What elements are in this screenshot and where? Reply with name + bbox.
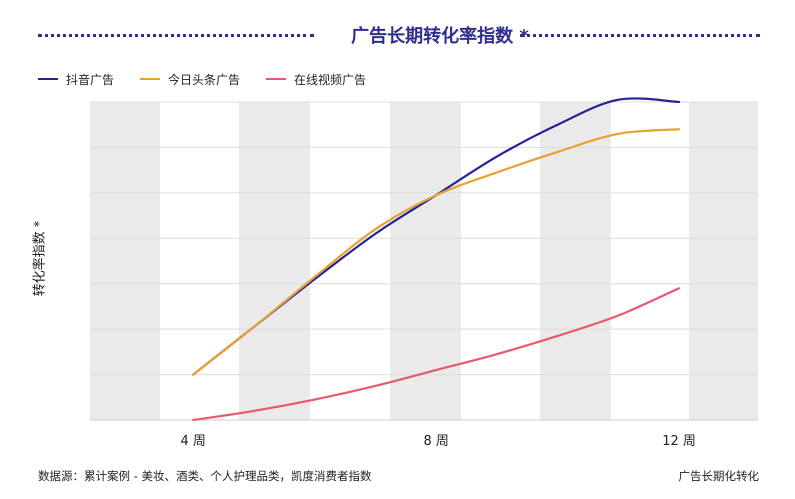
x-tick-label: 4 周: [181, 434, 206, 449]
background-band: [90, 102, 160, 420]
footer-right-label: 广告长期化转化: [678, 469, 760, 483]
x-tick-label: 12 周: [662, 434, 696, 449]
legend-item-online-video: 在线视频广告: [266, 71, 366, 88]
background-band: [689, 102, 758, 420]
background-band: [540, 102, 611, 420]
legend-label: 在线视频广告: [294, 72, 367, 87]
background-band: [239, 102, 310, 420]
legend-label: 抖音广告: [66, 72, 115, 87]
series-line-1: [192, 128, 681, 376]
title-dotted-rule-left: [38, 34, 314, 37]
title-dotted-rule-right: [520, 34, 760, 37]
source-note: 数据源：累计案例 - 美妆、酒类、个人护理品类，凯度消费者指数: [38, 469, 372, 483]
legend: 抖音广告 今日头条广告 在线视频广告: [38, 70, 392, 88]
legend-item-douyin: 抖音广告: [38, 71, 114, 88]
legend-label: 今日头条广告: [168, 72, 241, 87]
legend-swatch: [38, 78, 58, 80]
legend-swatch: [266, 78, 287, 80]
x-tick-label: 8 周: [423, 434, 448, 449]
title-row: 广告长期转化率指数 *: [38, 22, 760, 48]
chart-title: 广告长期转化率指数 *: [351, 26, 529, 47]
legend-item-toutiao: 今日头条广告: [140, 71, 240, 88]
legend-swatch: [140, 78, 161, 80]
series-line-2: [192, 287, 681, 422]
